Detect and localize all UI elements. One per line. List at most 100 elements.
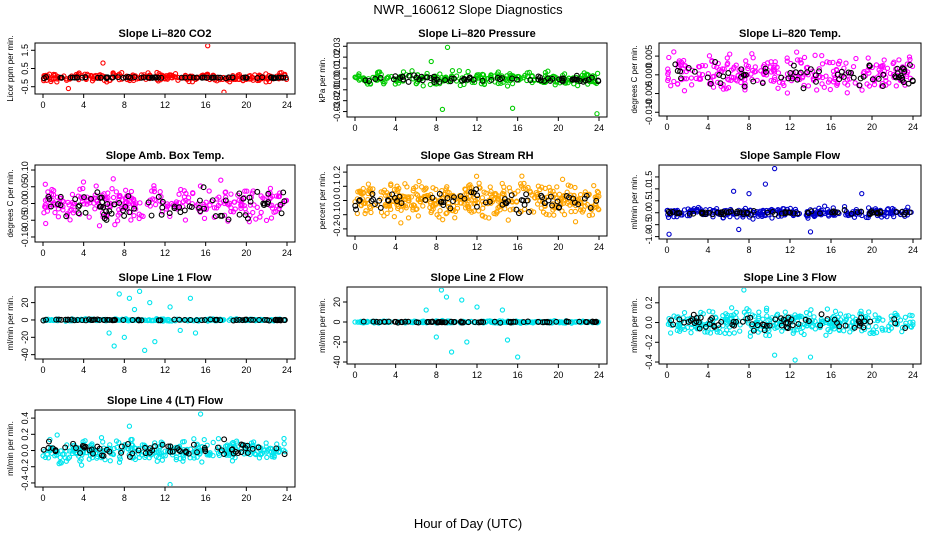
data-point bbox=[415, 213, 421, 219]
data-point bbox=[592, 319, 599, 326]
data-point bbox=[440, 199, 447, 206]
data-point bbox=[710, 309, 716, 315]
data-point bbox=[223, 194, 229, 200]
data-point bbox=[381, 318, 388, 325]
data-point bbox=[416, 178, 422, 185]
data-point bbox=[90, 450, 96, 457]
x-axis-label: Hour of Day (UTC) bbox=[413, 516, 523, 531]
data-point bbox=[847, 329, 853, 335]
data-point bbox=[735, 73, 741, 79]
data-point bbox=[446, 190, 452, 196]
data-point bbox=[860, 324, 867, 331]
data-point bbox=[539, 184, 545, 190]
data-point bbox=[747, 314, 754, 321]
data-point bbox=[356, 73, 362, 80]
data-point bbox=[817, 322, 824, 329]
y-axis-label: degrees C per min. bbox=[6, 169, 15, 237]
data-point bbox=[45, 189, 51, 195]
data-point bbox=[873, 324, 879, 330]
data-point bbox=[842, 322, 849, 329]
data-point bbox=[250, 209, 256, 216]
data-point bbox=[104, 200, 111, 207]
data-point bbox=[881, 57, 887, 63]
data-point bbox=[587, 204, 594, 211]
data-point bbox=[854, 209, 861, 216]
data-point bbox=[877, 71, 883, 77]
data-point bbox=[813, 78, 819, 85]
data-point bbox=[535, 76, 542, 83]
data-point bbox=[443, 186, 449, 192]
data-point bbox=[103, 208, 110, 215]
data-point bbox=[117, 194, 123, 200]
data-point bbox=[444, 44, 451, 51]
data-point bbox=[856, 319, 863, 326]
data-point bbox=[398, 319, 405, 326]
x-tick-label: 20 bbox=[241, 248, 251, 258]
data-point bbox=[278, 210, 285, 217]
data-point bbox=[553, 79, 559, 85]
data-point bbox=[120, 317, 127, 324]
data-point bbox=[384, 75, 390, 81]
data-point bbox=[495, 196, 502, 202]
x-tick-label: 4 bbox=[705, 370, 710, 380]
data-point bbox=[860, 73, 867, 80]
data-point bbox=[826, 59, 833, 66]
data-point bbox=[864, 81, 870, 87]
data-point bbox=[890, 209, 896, 215]
data-point bbox=[825, 327, 831, 333]
data-point bbox=[233, 438, 240, 444]
data-point bbox=[182, 217, 189, 223]
data-point bbox=[86, 447, 93, 454]
data-point bbox=[474, 200, 481, 206]
y-tick-label: 0.03 bbox=[332, 37, 342, 55]
data-point bbox=[110, 317, 117, 324]
data-point bbox=[699, 71, 706, 78]
data-point bbox=[838, 68, 845, 75]
data-point bbox=[767, 64, 774, 70]
data-point bbox=[388, 182, 394, 189]
data-point bbox=[106, 330, 112, 336]
y-tick-label: 20 bbox=[332, 297, 342, 307]
data-point bbox=[718, 319, 725, 325]
data-point bbox=[178, 74, 185, 81]
data-point bbox=[708, 78, 714, 84]
data-point bbox=[702, 209, 709, 216]
data-point bbox=[151, 183, 157, 189]
data-point bbox=[676, 316, 683, 323]
data-point bbox=[151, 188, 158, 195]
data-point bbox=[510, 206, 516, 212]
data-point bbox=[865, 324, 872, 330]
data-point bbox=[907, 61, 913, 68]
data-point bbox=[356, 197, 362, 204]
data-point bbox=[671, 78, 677, 85]
data-point bbox=[127, 74, 134, 81]
data-point bbox=[191, 455, 197, 461]
data-point bbox=[731, 330, 737, 336]
data-point bbox=[671, 49, 677, 55]
data-point bbox=[270, 450, 276, 456]
data-point bbox=[256, 317, 263, 323]
data-point bbox=[272, 75, 279, 81]
data-point bbox=[185, 195, 192, 201]
data-point bbox=[499, 307, 506, 313]
panel-1: Slope Li–820 CO2 0 4 8 12 16 20 24 -0.5 0.5 1.5 Lic… bbox=[6, 28, 296, 110]
data-point bbox=[856, 82, 863, 89]
data-point bbox=[491, 210, 497, 217]
data-point bbox=[487, 184, 493, 190]
y-axis-label: ml/min per min. bbox=[6, 296, 15, 351]
data-point bbox=[728, 74, 735, 80]
data-point bbox=[540, 209, 547, 215]
data-point bbox=[830, 208, 837, 215]
points-layer bbox=[665, 49, 916, 96]
x-tick-label: 20 bbox=[241, 365, 251, 375]
data-point bbox=[121, 212, 128, 219]
y-tick-label: 0.2 bbox=[332, 166, 342, 179]
data-point bbox=[225, 74, 232, 81]
data-point bbox=[180, 439, 186, 445]
data-point bbox=[691, 206, 697, 212]
data-point bbox=[867, 211, 873, 218]
data-point bbox=[384, 210, 390, 216]
data-point bbox=[665, 66, 671, 72]
data-point bbox=[80, 185, 86, 192]
data-point bbox=[242, 206, 248, 212]
